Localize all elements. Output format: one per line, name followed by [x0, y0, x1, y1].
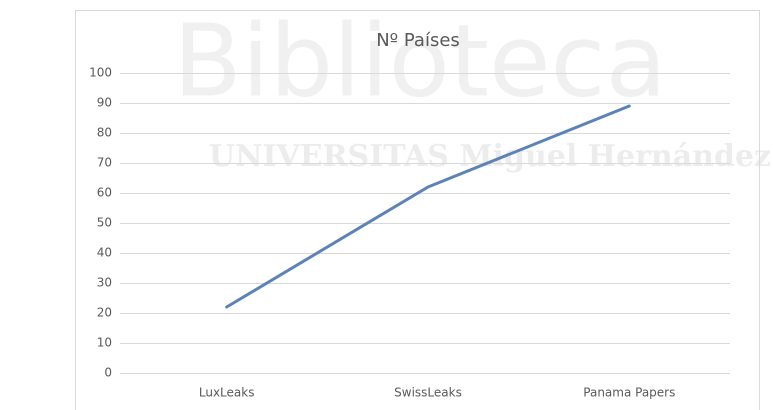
- y-tick-label: 20: [97, 306, 112, 320]
- y-tick-label: 30: [97, 276, 112, 290]
- x-tick-label: SwissLeaks: [394, 386, 462, 400]
- y-tick-label: 0: [104, 366, 112, 380]
- y-tick-label: 40: [97, 246, 112, 260]
- y-tick-label: 70: [97, 156, 112, 170]
- x-tick-label: Panama Papers: [583, 386, 675, 400]
- y-tick-label: 60: [97, 186, 112, 200]
- watermark-title: Biblioteca: [173, 2, 667, 119]
- chart-frame: [75, 10, 760, 410]
- chart-title: Nº Países: [376, 30, 460, 51]
- x-tick-label: LuxLeaks: [199, 386, 255, 400]
- y-tick-label: 10: [97, 336, 112, 350]
- line-series: [225, 104, 631, 309]
- y-tick-label: 80: [97, 126, 112, 140]
- y-tick-label: 50: [97, 216, 112, 230]
- y-tick-label: 100: [89, 66, 112, 80]
- watermark-subtitle: UNIVERSITAS Miguel Hernández: [209, 139, 771, 174]
- y-tick-label: 90: [97, 96, 112, 110]
